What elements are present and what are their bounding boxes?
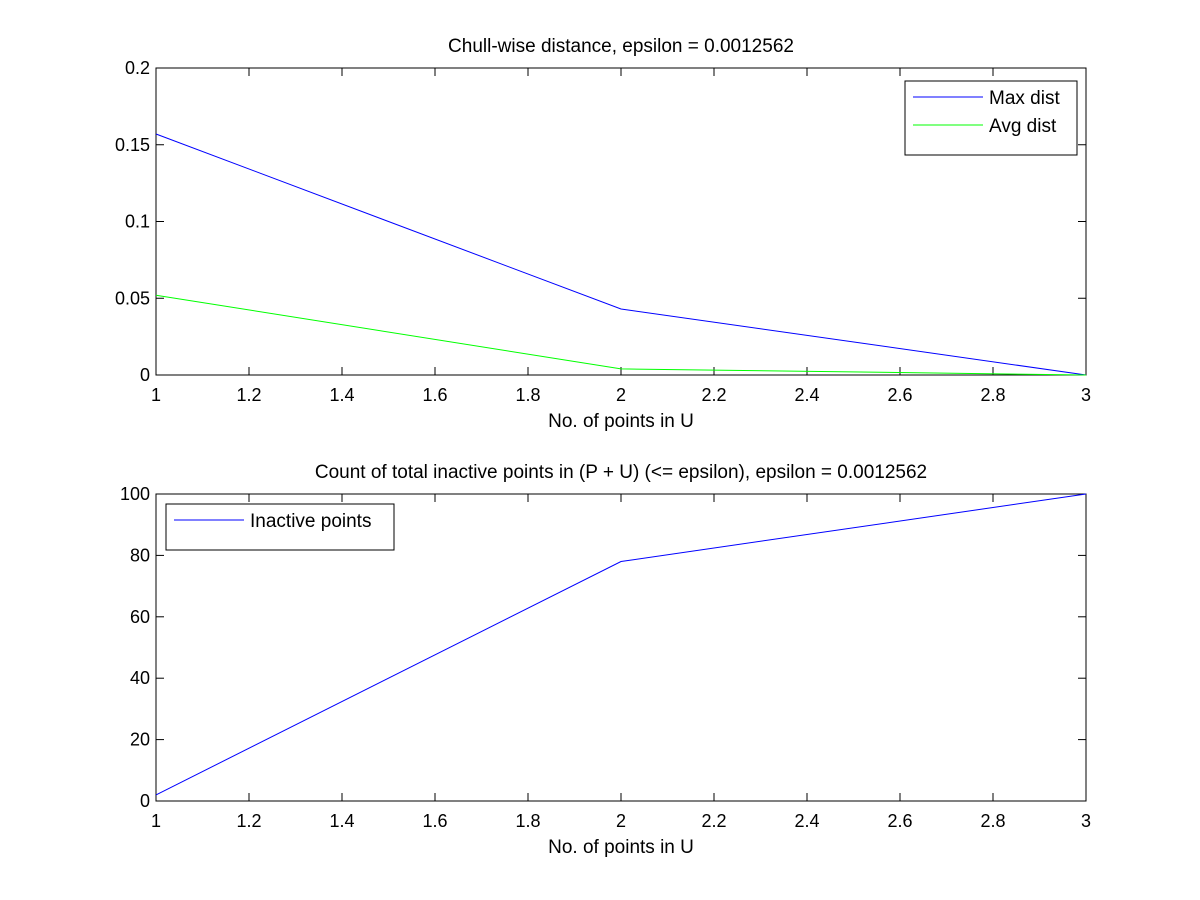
- legend: Inactive points: [165, 503, 395, 551]
- x-tick-label: 1.6: [422, 385, 447, 405]
- series-line-avg-dist: [155, 294, 1087, 376]
- legend-label: Avg dist: [989, 116, 1057, 137]
- legend-label: Inactive points: [250, 511, 371, 532]
- chart-title: Chull-wise distance, epsilon = 0.0012562: [448, 36, 794, 57]
- x-tick-label: 1.8: [515, 811, 540, 831]
- x-tick-label: 2: [616, 385, 626, 405]
- x-tick-label: 2.8: [980, 811, 1005, 831]
- series-line-max-dist: [155, 133, 1087, 376]
- x-tick-label: 3: [1081, 811, 1091, 831]
- x-tick-label: 1.4: [329, 811, 354, 831]
- legend-box: [904, 80, 1078, 156]
- y-tick-label: 100: [120, 484, 150, 504]
- y-tick-label: 0: [140, 365, 150, 385]
- y-tick-label: 0.2: [125, 58, 150, 78]
- y-tick-label: 80: [130, 545, 150, 565]
- subplot-2: 1 1.2 1.4 1.6 1.8 2 2.2 2.4 2.6 2.8 3 0 20 40 60 80 100 C…: [120, 462, 1091, 858]
- legend-box: [165, 503, 395, 551]
- x-axis-label: No. of points in U: [548, 411, 694, 432]
- x-tick-label: 2.6: [887, 385, 912, 405]
- x-tick-label: 2.4: [794, 385, 819, 405]
- x-tick-label: 1.6: [422, 811, 447, 831]
- y-tick-label: 20: [130, 730, 150, 750]
- subplot-1: 1 1.2 1.4 1.6 1.8 2 2.2 2.4 2.6 2.8 3 0 0.05 0.1 0.15 0…: [115, 36, 1091, 432]
- series-line-inactive-points: [155, 493, 1087, 796]
- legend: Max dist Avg dist: [904, 80, 1078, 156]
- legend-label: Max dist: [989, 88, 1060, 109]
- x-tick-label: 1: [151, 811, 161, 831]
- x-tick-label: 2: [616, 811, 626, 831]
- x-tick-label: 2.2: [701, 811, 726, 831]
- y-tick-label: 40: [130, 668, 150, 688]
- x-tick-label: 2.6: [887, 811, 912, 831]
- y-tick-label: 0.1: [125, 212, 150, 232]
- x-tick-label: 1: [151, 385, 161, 405]
- x-tick-label: 1.2: [236, 811, 261, 831]
- x-axis-label: No. of points in U: [548, 837, 694, 858]
- x-tick-label: 1.8: [515, 385, 540, 405]
- x-tick-label: 3: [1081, 385, 1091, 405]
- y-tick-label: 0: [140, 791, 150, 811]
- y-tick-label: 0.15: [115, 135, 150, 155]
- x-tick-label: 2.2: [701, 385, 726, 405]
- x-tick-label: 1.2: [236, 385, 261, 405]
- chart-title: Count of total inactive points in (P + U…: [315, 462, 927, 483]
- x-tick-label: 2.8: [980, 385, 1005, 405]
- x-tick-label: 1.4: [329, 385, 354, 405]
- x-tick-label: 2.4: [794, 811, 819, 831]
- y-tick-label: 0.05: [115, 288, 150, 308]
- y-tick-label: 60: [130, 607, 150, 627]
